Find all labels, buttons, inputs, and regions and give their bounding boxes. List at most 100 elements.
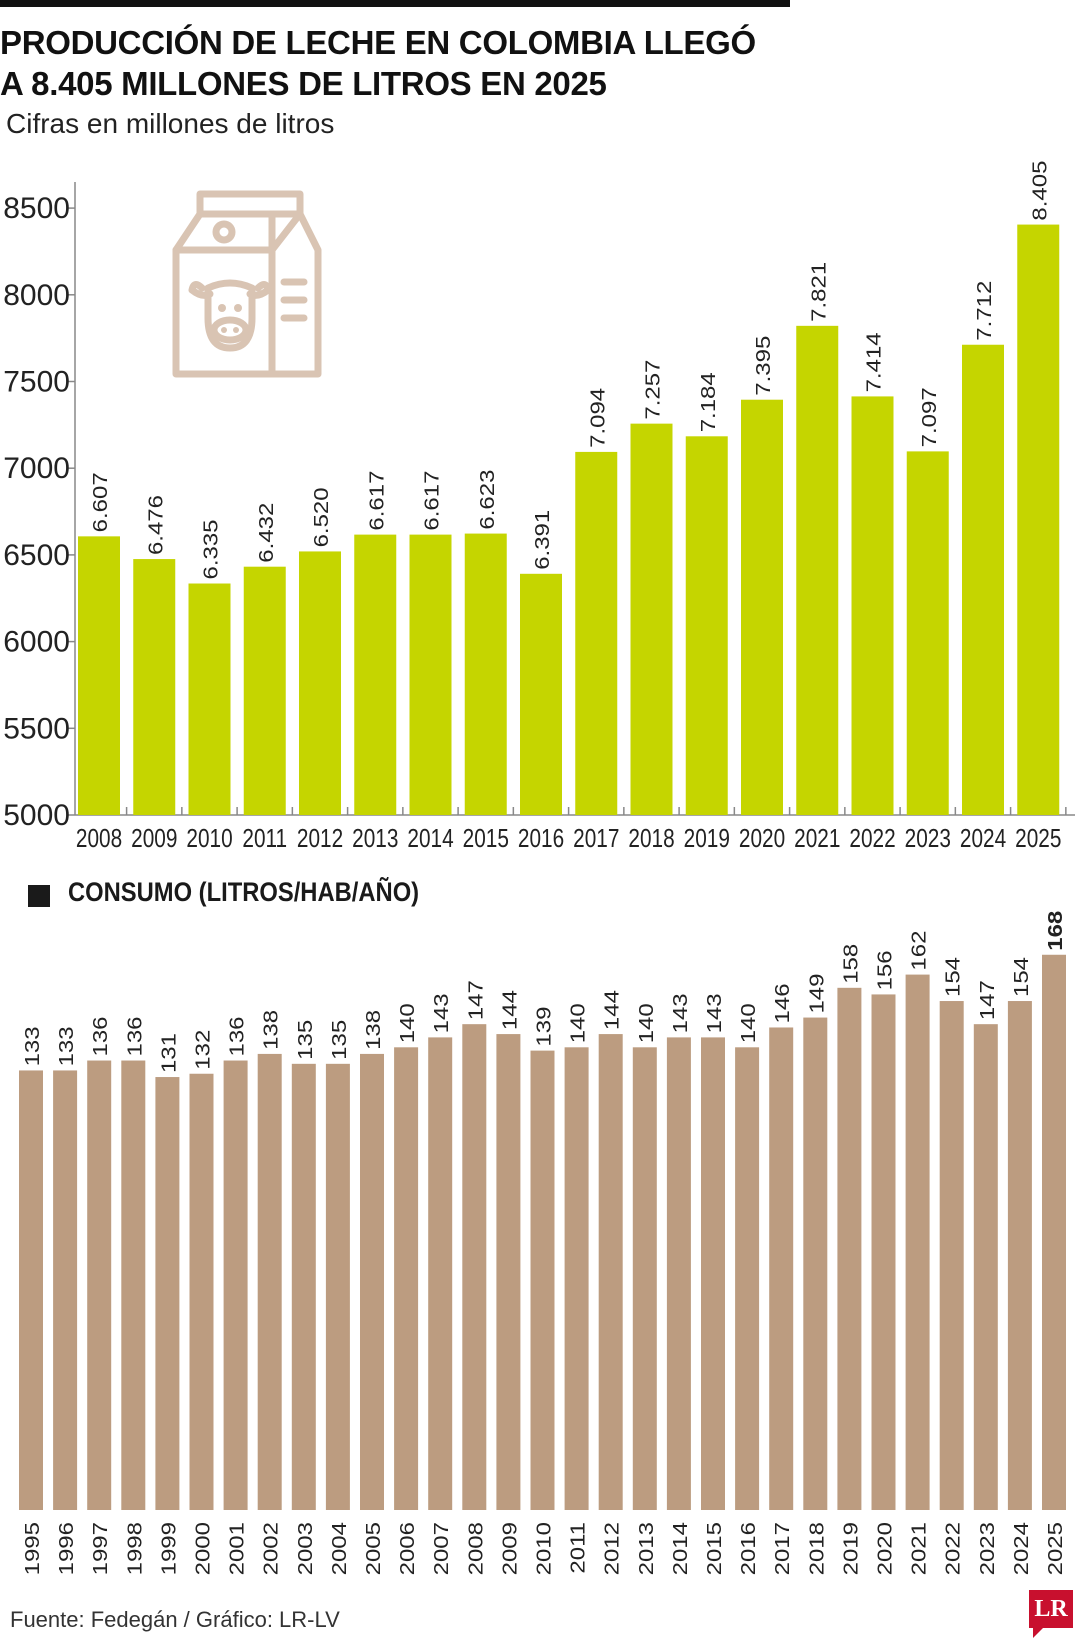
consumption-data-label: 133 [55,1026,78,1066]
consumption-bar [598,1034,623,1510]
production-bar [78,536,120,815]
production-year-label: 2021 [794,824,840,853]
consumption-data-label: 143 [430,993,453,1033]
consumption-year-label: 2014 [669,1522,692,1575]
production-data-label: 7.184 [696,372,719,432]
production-bar [464,533,507,815]
consumption-bar [973,1024,998,1510]
consumption-data-label: 154 [1010,957,1033,997]
consumption-year-label: 2004 [328,1522,351,1575]
consumption-data-label: 131 [157,1033,180,1073]
consumption-bar [939,1001,964,1510]
production-bar [188,583,231,815]
consumption-data-label: 144 [498,990,521,1030]
consumption-data-label: 136 [123,1016,146,1056]
production-data-label: 8.405 [1028,161,1051,221]
y-tick-label: 6500 [3,539,70,572]
production-year-label: 2011 [242,824,287,853]
consumption-year-label: 2016 [737,1522,760,1575]
y-tick-label: 5500 [3,712,70,745]
production-data-label: 7.097 [917,387,940,447]
production-bar [243,566,286,815]
consumption-data-label: 136 [225,1016,248,1056]
consumption-bar [189,1073,214,1510]
consumption-year-label: 2015 [703,1522,726,1575]
consumption-data-label: 162 [907,931,930,971]
consumption-data-label: 147 [464,980,487,1020]
production-bar [520,573,562,815]
production-bar [685,436,728,815]
consumption-bar [428,1037,453,1510]
consumption-year-label: 2022 [941,1522,964,1575]
consumption-data-label: 168 [1044,911,1067,951]
consumption-data-label: 140 [737,1003,760,1043]
consumption-bar [394,1047,419,1510]
consumption-data-label: 138 [362,1010,385,1050]
production-year-label: 2018 [628,824,674,853]
production-data-label: 6.335 [199,519,222,579]
production-data-label: 7.094 [586,388,609,448]
consumption-data-label: 143 [703,993,726,1033]
consumption-bar [837,987,862,1510]
production-year-label: 2009 [131,824,177,853]
top-rule [0,0,790,7]
consumption-year-label: 2013 [634,1522,657,1575]
consumption-year-label: 2000 [191,1522,214,1575]
consumption-year-label: 2025 [1044,1522,1067,1575]
consumption-bar [1042,954,1066,1510]
consumption-bar-chart: 133 1995 133 1996 136 1997 136 1998 131 1999 132 20… [19,911,1067,1575]
consumption-year-label: 2019 [839,1522,862,1575]
production-data-label: 6.623 [475,470,498,530]
consumption-bar [291,1063,316,1510]
consumption-data-label: 140 [566,1003,589,1043]
production-year-label: 2012 [297,824,343,853]
consumption-data-label: 140 [396,1003,419,1043]
consumption-year-label: 2008 [464,1522,487,1575]
consumption-data-label: 149 [805,974,828,1014]
consumption-data-label: 156 [873,950,896,990]
consumption-bar [223,1060,248,1510]
consumption-bar [87,1060,112,1510]
production-bar [741,399,783,815]
consumption-bar [735,1047,760,1510]
consumption-year-label: 2018 [805,1522,828,1575]
consumption-bar [564,1047,589,1510]
production-year-label: 2017 [573,824,619,853]
consumption-year-label: 2017 [771,1522,794,1575]
consumption-bar [871,994,896,1510]
consumption-data-label: 139 [532,1007,555,1047]
consumption-data-label: 136 [89,1016,112,1056]
consumption-year-label: 2007 [430,1522,453,1575]
consumption-year-label: 2006 [396,1522,419,1575]
consumption-bar [121,1060,146,1510]
consumption-bar [496,1034,521,1510]
consumption-bar [155,1077,180,1510]
production-data-label: 6.432 [254,503,277,563]
production-bar [575,451,618,815]
production-year-label: 2023 [905,824,951,853]
consumption-year-label: 2003 [293,1522,316,1575]
consumption-year-label: 2020 [873,1522,896,1575]
production-bar [299,551,341,815]
production-bar [630,423,673,815]
production-bar [796,325,839,815]
consumption-year-label: 2010 [532,1522,555,1575]
production-year-label: 2019 [684,824,730,853]
production-data-label: 7.414 [862,332,885,392]
production-year-label: 2013 [352,824,398,853]
production-data-label: 6.617 [365,471,388,531]
consumption-year-label: 2011 [566,1522,589,1574]
production-bar [851,396,894,815]
consumption-year-label: 2001 [225,1522,248,1575]
production-year-label: 2016 [518,824,564,853]
consumption-data-label: 132 [191,1030,214,1070]
production-year-label: 2022 [849,824,895,853]
consumption-bar [1007,1001,1032,1510]
production-data-label: 7.395 [752,336,775,396]
production-bar [354,534,397,815]
y-tick-label: 5000 [3,799,70,832]
source-note: Fuente: Fedegán / Gráfico: LR-LV [10,1607,340,1632]
consumption-data-label: 147 [975,980,998,1020]
production-data-label: 6.520 [310,487,333,547]
consumption-bar [360,1053,384,1510]
